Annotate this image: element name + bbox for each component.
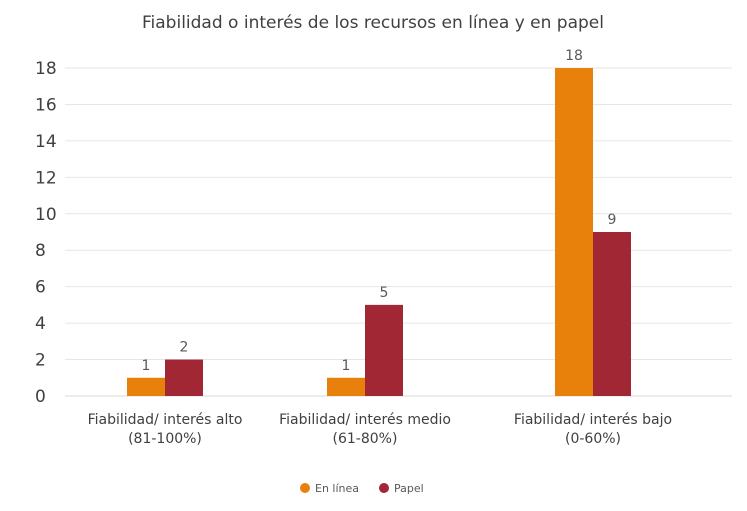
legend-label-en-linea: En línea: [315, 482, 359, 495]
y-tick-label: 18: [35, 59, 57, 79]
bar-papel: [365, 304, 403, 396]
data-label: 5: [380, 285, 389, 301]
y-tick-label: 6: [35, 278, 46, 298]
x-axis-ticks: Fiabilidad/ interés alto (81-100%) Fiabili…: [88, 412, 672, 447]
y-tick-label: 2: [35, 351, 46, 371]
data-label: 18: [565, 48, 583, 64]
legend: En línea Papel: [300, 482, 424, 495]
legend-marker-papel: [379, 483, 389, 493]
data-label: 1: [342, 358, 351, 374]
data-label: 9: [608, 212, 617, 228]
y-tick-label: 4: [35, 314, 46, 334]
data-labels: 1 2 1 5 18 9: [142, 48, 617, 374]
data-label: 1: [142, 358, 151, 374]
x-tick-label: (61-80%): [333, 431, 398, 447]
bar-papel: [165, 359, 203, 396]
x-tick-label: (81-100%): [128, 431, 202, 447]
y-axis-ticks: 0 2 4 6 8 10 12 14 16 18: [35, 59, 57, 407]
bar-en-linea: [127, 377, 165, 396]
legend-label-papel: Papel: [394, 482, 424, 495]
x-tick-label: Fiabilidad/ interés bajo: [514, 412, 672, 428]
bar-papel: [593, 232, 631, 396]
x-tick-label: Fiabilidad/ interés medio: [279, 412, 451, 428]
legend-marker-en-linea: [300, 483, 310, 493]
x-tick-label: Fiabilidad/ interés alto: [88, 412, 243, 428]
y-tick-label: 0: [35, 387, 46, 407]
chart-title: Fiabilidad o interés de los recursos en …: [142, 13, 604, 33]
y-tick-label: 16: [35, 95, 57, 115]
bars: [127, 68, 631, 396]
gridlines: [65, 67, 732, 361]
y-tick-label: 10: [35, 205, 57, 225]
y-tick-label: 8: [35, 241, 46, 261]
bar-en-linea: [327, 377, 365, 396]
y-tick-label: 14: [35, 132, 57, 152]
bar-en-linea: [555, 68, 593, 396]
x-tick-label: (0-60%): [565, 431, 621, 447]
y-tick-label: 12: [35, 168, 57, 188]
data-label: 2: [180, 340, 189, 356]
